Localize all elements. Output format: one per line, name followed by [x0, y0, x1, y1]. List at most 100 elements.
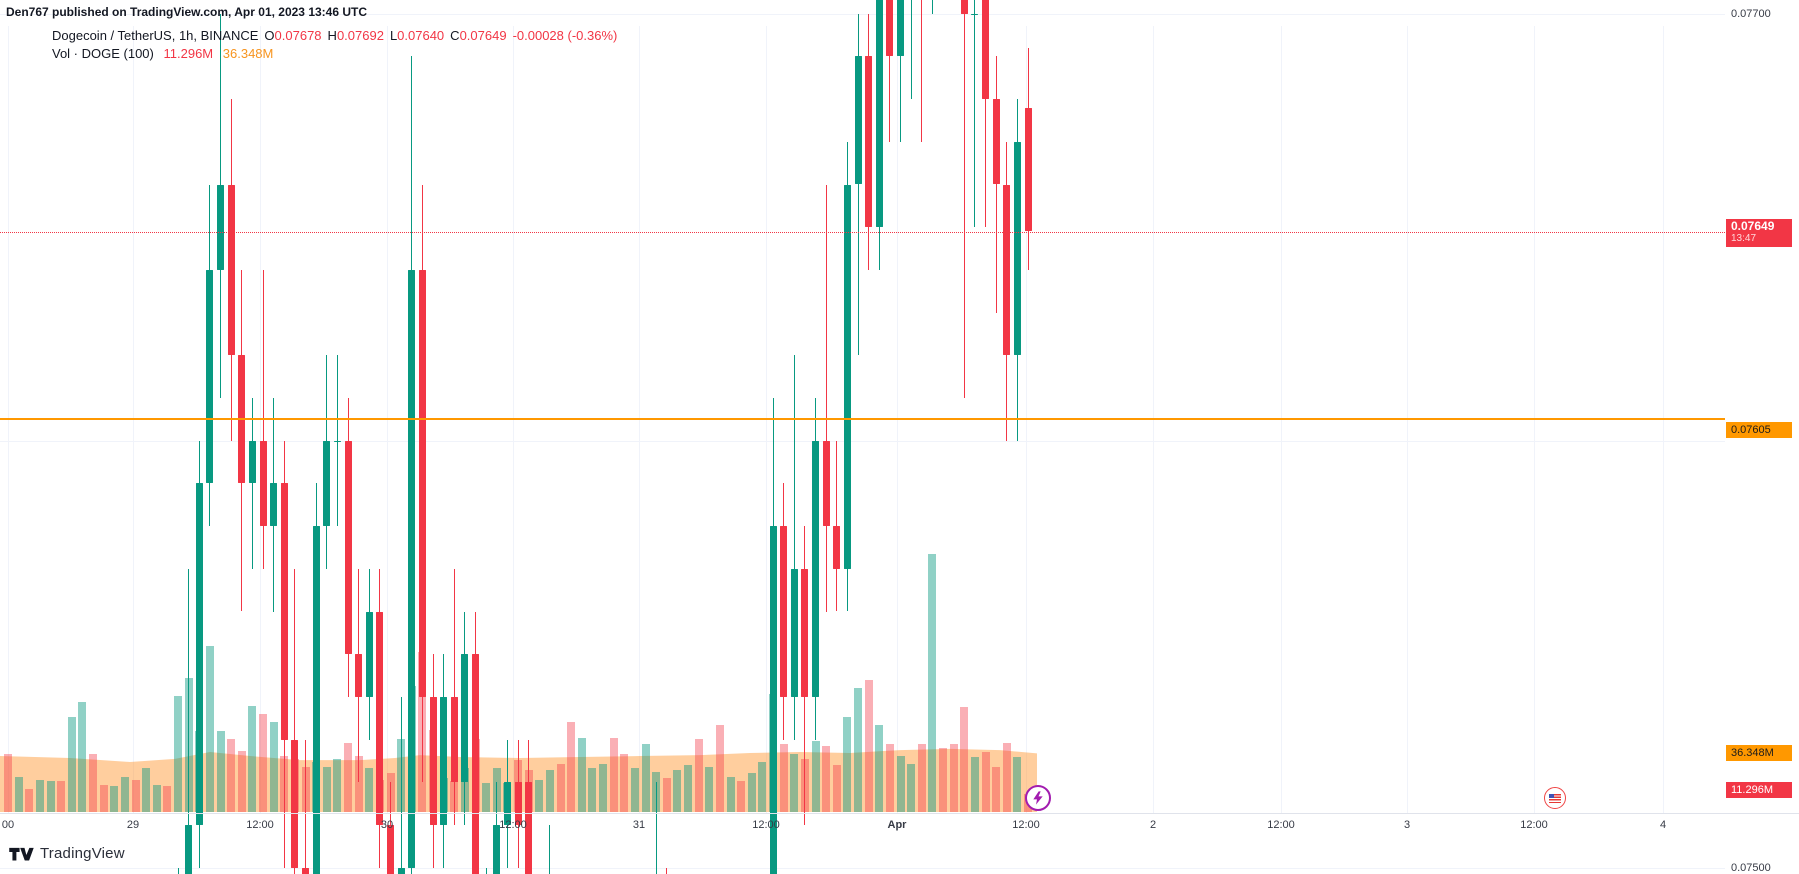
volume-bar	[960, 707, 969, 812]
volume-bar	[694, 739, 703, 812]
volume-bar	[174, 695, 182, 812]
volume-bar	[163, 786, 172, 812]
volume-bar	[269, 721, 278, 812]
time-tick-label: 12:00	[1267, 819, 1295, 831]
volume-bar	[524, 770, 533, 812]
volume-indicator-title: Vol · DOGE (100)	[52, 46, 154, 61]
volume-bar	[237, 750, 246, 812]
volume-bar	[567, 721, 576, 812]
tradingview-logo[interactable]: TradingView	[8, 845, 125, 862]
candle	[982, 0, 989, 100]
volume-bar	[216, 731, 225, 813]
candle-wick	[294, 568, 296, 874]
ohlc-h-value: H0.07692	[327, 28, 384, 43]
volume-bar	[715, 724, 724, 812]
candle	[833, 526, 841, 569]
volume-bar	[301, 766, 310, 812]
candle-wick	[485, 867, 487, 874]
volume-bar	[599, 763, 607, 812]
candle	[960, 0, 968, 14]
volume-bar	[195, 731, 204, 813]
candle-wick	[400, 696, 402, 874]
candle	[227, 184, 235, 356]
volume-bar	[790, 753, 799, 812]
candle	[418, 269, 426, 697]
volume-bar	[662, 778, 671, 812]
economic-event-flag-icon[interactable]	[1544, 787, 1566, 809]
candle-wick	[995, 56, 997, 313]
volume-bar	[439, 778, 448, 812]
volume-bar	[779, 744, 788, 812]
volume-bar	[99, 784, 108, 812]
volume-bar	[673, 770, 682, 812]
price-tick-label: 0.07700	[1731, 7, 1771, 20]
candle	[397, 867, 405, 874]
time-tick-label: 3	[1403, 819, 1411, 831]
candle	[886, 0, 894, 57]
time-tick-label: 2	[1149, 819, 1157, 831]
volume-bar	[609, 737, 618, 812]
time-tick-label: 00	[1, 819, 15, 831]
candle	[217, 184, 224, 270]
candle-wick	[985, 0, 986, 228]
candle	[854, 56, 862, 185]
tradingview-mark-icon	[9, 847, 34, 860]
candle-wick	[921, 0, 923, 142]
volume-bar	[556, 763, 565, 812]
candle	[440, 696, 448, 825]
volume-bar	[365, 768, 374, 812]
volume-bar	[25, 789, 34, 812]
candle-wick	[177, 867, 179, 874]
candle	[812, 440, 819, 697]
candle	[365, 611, 373, 697]
volume-bar	[46, 781, 55, 812]
volume-bar	[535, 779, 544, 812]
candle-wick	[188, 568, 190, 874]
candle	[769, 526, 777, 874]
realtime-data-button[interactable]	[1025, 785, 1051, 811]
volume-bar	[259, 713, 267, 812]
volume-bar	[705, 766, 714, 812]
time-tick-label: 12:00	[752, 819, 780, 831]
volume-bar	[620, 753, 629, 812]
volume-bar	[875, 724, 884, 812]
candle-wick	[655, 782, 657, 874]
volume-bar	[280, 755, 289, 812]
candle	[992, 99, 1000, 185]
candle	[344, 440, 352, 655]
candle	[333, 440, 341, 443]
last-price-value: 0.07649	[1731, 218, 1775, 233]
volume-bar	[1002, 742, 1011, 812]
volume-bar	[822, 745, 831, 812]
candle	[355, 654, 363, 697]
volume-ma-value-label: 36.348M	[1726, 745, 1792, 762]
support-price-label: 0.07605	[1726, 422, 1792, 439]
tradingview-wordmark: TradingView	[40, 845, 125, 862]
candle-wick	[857, 13, 859, 356]
volume-bar	[312, 762, 321, 812]
volume-bar	[152, 784, 161, 812]
time-axis-separator	[0, 813, 1799, 814]
candle	[408, 269, 416, 868]
candle	[897, 0, 904, 57]
volume-bar	[35, 779, 44, 812]
last-price-dotted-line	[0, 231, 1725, 233]
time-tick-label: Apr	[887, 819, 907, 831]
volume-bar	[354, 755, 363, 812]
price-tick-label: 0.07500	[1731, 861, 1771, 874]
volume-bar	[78, 702, 87, 812]
candle	[843, 184, 851, 569]
volume-readout: Vol · DOGE (100) 11.296M 36.348M	[52, 46, 273, 61]
volume-bar	[471, 739, 480, 812]
volume-current-value: 11.296M	[163, 46, 214, 61]
volume-bar	[832, 765, 841, 812]
support-level-line	[0, 418, 1725, 421]
volume-bar	[290, 758, 299, 812]
us-flag-icon	[1549, 793, 1561, 803]
volume-bar	[737, 781, 746, 812]
candle	[503, 782, 511, 825]
candle-wick	[974, 0, 976, 228]
volume-bar	[652, 771, 661, 812]
volume-ma-value: 36.348M	[222, 46, 274, 61]
volume-bar	[811, 741, 820, 812]
